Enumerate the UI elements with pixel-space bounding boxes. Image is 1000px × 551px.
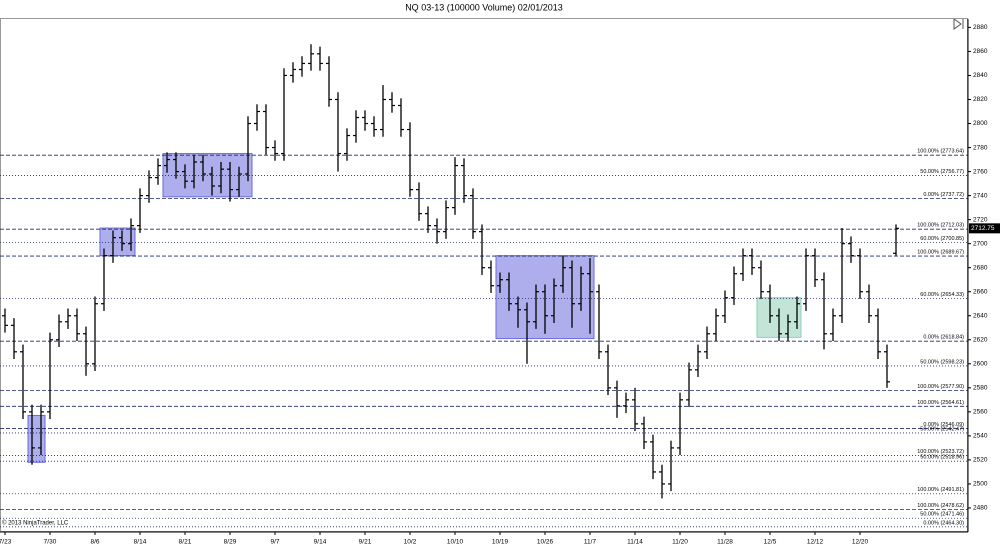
level-label: 60.00% (2654.33): [920, 292, 964, 298]
y-tick-label: 2780: [973, 144, 988, 151]
level-label: 0.00% (2546.09): [923, 422, 964, 428]
x-tick-label: 12/5: [764, 539, 777, 546]
y-tick-label: 2680: [973, 264, 988, 271]
level-label: 60.00% (2700.85): [920, 236, 964, 242]
x-tick-label: 8/21: [179, 539, 192, 546]
y-tick-label: 2600: [973, 361, 988, 368]
y-tick-label: 2620: [973, 336, 988, 343]
level-label: 50.00% (2542.47): [920, 426, 964, 432]
level-label: 100.00% (2523.72): [917, 449, 964, 455]
level-label: 100.00% (2577.90): [917, 384, 964, 390]
level-label: 50.00% (2598.23): [920, 359, 964, 365]
level-label: 100.00% (2712.03): [917, 223, 964, 229]
y-tick-label: 2820: [973, 96, 988, 103]
y-tick-label: 2560: [973, 409, 988, 416]
collapse-icon[interactable]: [953, 18, 964, 30]
level-label: 0.00% (2737.72): [923, 192, 964, 198]
y-tick-label: 2540: [973, 433, 988, 440]
level-label: 100.00% (2689.67): [917, 250, 964, 256]
last-price-box: [969, 223, 1000, 234]
x-tick-label: 10/10: [447, 539, 464, 546]
x-tick-label: 8/14: [134, 539, 147, 546]
y-tick-label: 2700: [973, 240, 988, 247]
y-tick-label: 2760: [973, 168, 988, 175]
level-label: 100.00% (2773.64): [917, 149, 964, 155]
x-tick-label: 7/23: [0, 539, 12, 546]
level-label: 0.00% (2464.30): [923, 520, 964, 526]
y-tick-label: 2800: [973, 120, 988, 127]
x-tick-label: 9/14: [314, 539, 327, 546]
level-label: 0.00% (2618.84): [923, 335, 964, 341]
x-tick-label: 11/28: [717, 539, 733, 546]
x-tick-label: 12/20: [852, 539, 869, 546]
level-label: 100.00% (2478.62): [917, 503, 964, 509]
y-tick-label: 2480: [973, 505, 988, 512]
x-tick-label: 9/7: [270, 539, 279, 546]
level-label: 50.00% (2756.77): [920, 169, 964, 175]
level-label: 50.00% (2518.96): [920, 455, 964, 461]
y-tick-label: 2860: [973, 48, 988, 55]
y-tick-label: 2840: [973, 72, 988, 79]
x-tick-label: 11/14: [627, 539, 643, 546]
level-label: 100.00% (2491.81): [917, 487, 964, 493]
x-tick-label: 10/2: [404, 539, 417, 546]
x-tick-label: 11/7: [584, 539, 597, 546]
y-tick-label: 2740: [973, 192, 988, 199]
x-tick-label: 9/21: [359, 539, 372, 546]
last-price-label: 2712.75: [971, 225, 995, 232]
x-tick-label: 7/30: [44, 539, 57, 546]
y-tick-label: 2500: [973, 481, 988, 488]
y-tick-label: 2520: [973, 457, 988, 464]
level-label: 100.00% (2564.61): [917, 400, 964, 406]
x-tick-label: 8/6: [90, 539, 99, 546]
y-tick-label: 2660: [973, 288, 988, 295]
y-tick-label: 2580: [973, 385, 988, 392]
x-tick-label: 12/12: [807, 539, 824, 546]
x-tick-label: 10/19: [492, 539, 509, 546]
level-label: 50.00% (2471.46): [920, 512, 964, 518]
zone: [99, 227, 136, 257]
chart-title: NQ 03-13 (100000 Volume) 02/01/2013: [405, 2, 563, 12]
y-tick-label: 2640: [973, 312, 988, 319]
x-tick-label: 8/29: [224, 539, 237, 546]
copyright: © 2013 NinjaTrader, LLC: [2, 520, 69, 527]
x-tick-label: 11/20: [672, 539, 688, 546]
y-tick-label: 2720: [973, 216, 988, 223]
y-tick-label: 2880: [973, 24, 988, 31]
x-tick-label: 10/26: [537, 539, 554, 546]
